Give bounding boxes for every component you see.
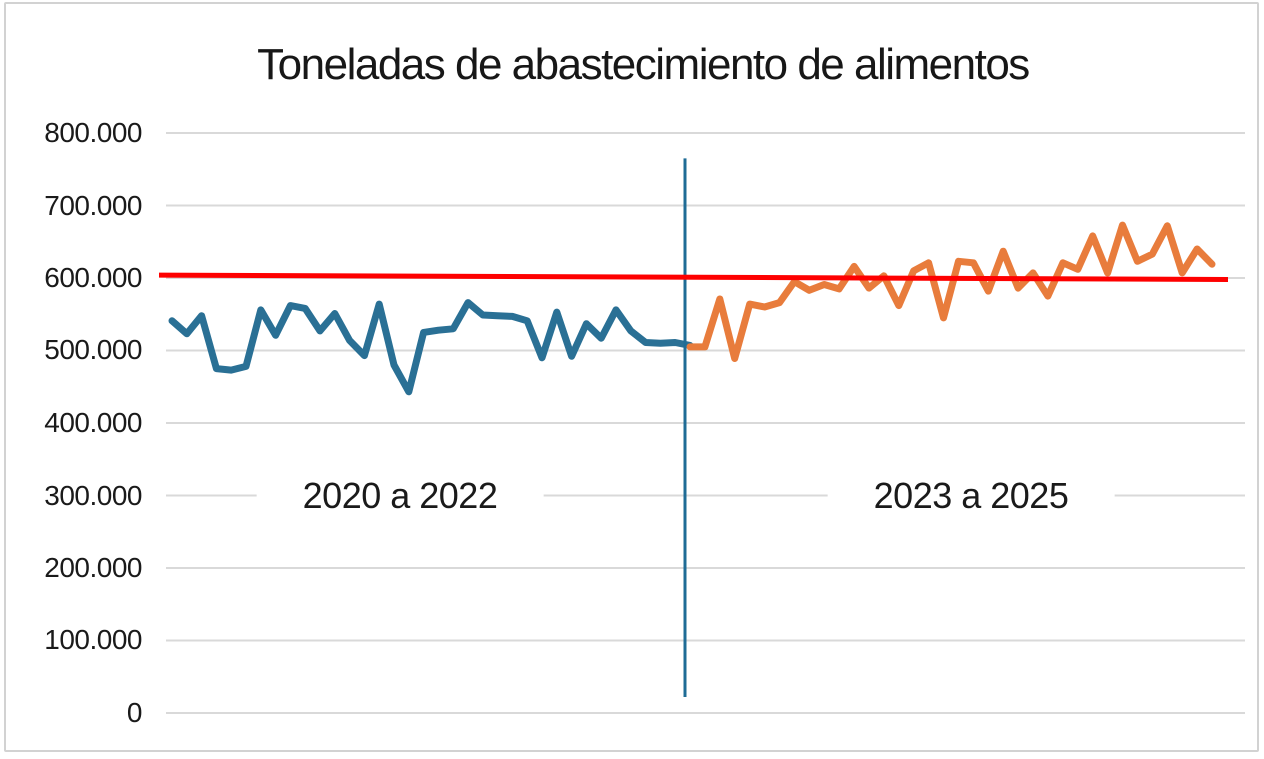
period-label-2023-2025: 2023 a 2025 bbox=[827, 473, 1115, 519]
chart-title: Toneladas de abastecimiento de alimentos bbox=[257, 40, 1030, 89]
series-line-2023-2025 bbox=[686, 221, 1216, 362]
period-label-2020-2022: 2020 a 2022 bbox=[256, 473, 544, 519]
trend-line bbox=[158, 272, 1229, 282]
y-axis-tick-600000: 600.000 bbox=[44, 262, 142, 293]
y-axis-tick-700000: 700.000 bbox=[44, 190, 142, 221]
chart-border bbox=[4, 2, 1259, 752]
y-axis-tick-100000: 100.000 bbox=[44, 624, 142, 655]
y-axis-tick-0: 0 bbox=[126, 697, 143, 728]
y-axis-tick-800000: 800.000 bbox=[44, 117, 142, 148]
y-axis-tick-300000: 300.000 bbox=[44, 480, 142, 511]
y-axis-tick-500000: 500.000 bbox=[44, 334, 142, 365]
y-axis-tick-200000: 200.000 bbox=[44, 552, 142, 583]
series-line-2020-2022 bbox=[168, 299, 694, 396]
y-axis-tick-400000: 400.000 bbox=[44, 407, 142, 438]
